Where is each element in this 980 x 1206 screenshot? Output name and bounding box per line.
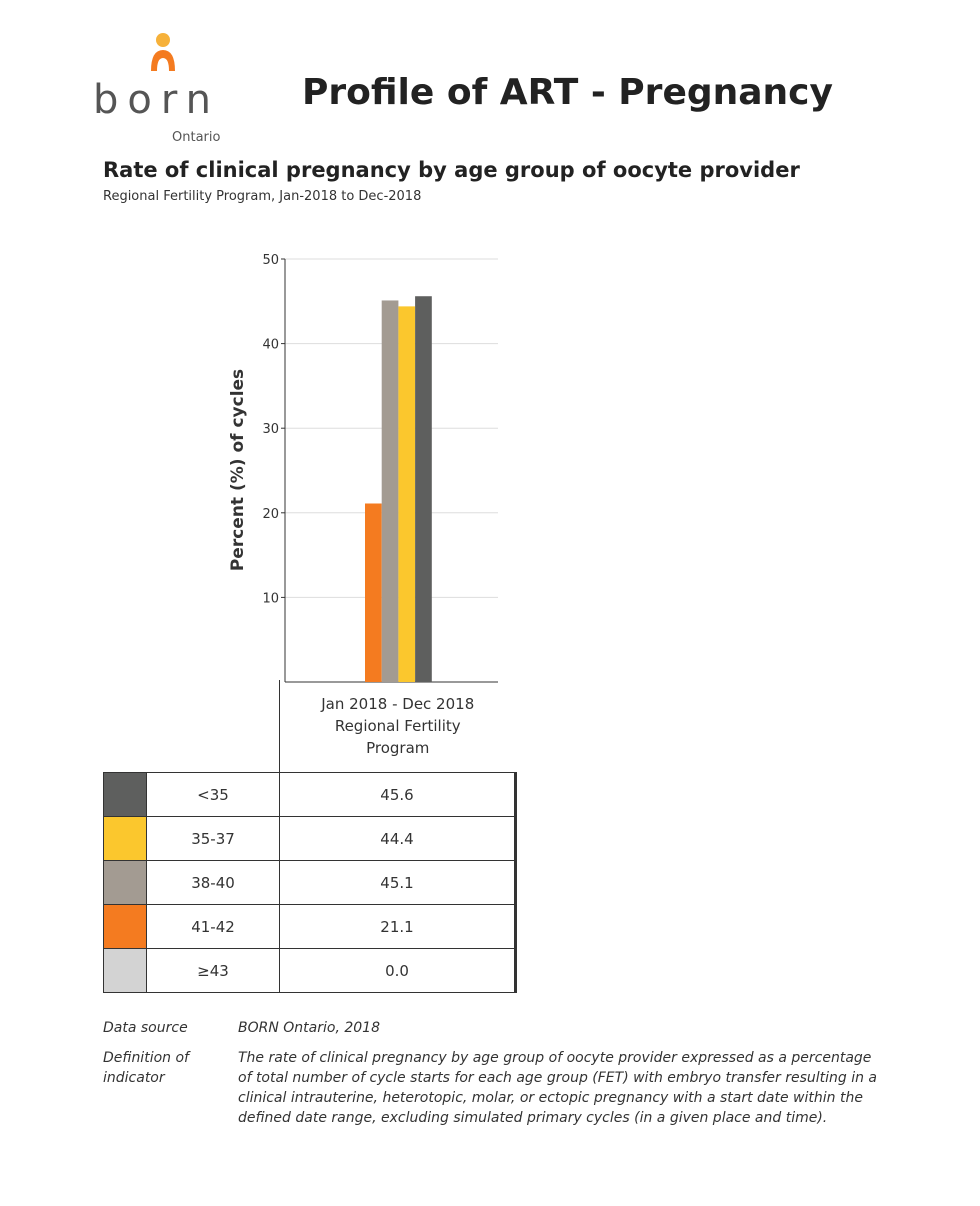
bar-38-40 xyxy=(381,300,399,682)
table-row: 41-42 21.1 xyxy=(103,904,517,949)
table-row: 35-37 44.4 xyxy=(103,816,517,861)
age-group-label: ≥43 xyxy=(146,948,280,993)
category-header: Jan 2018 - Dec 2018 Regional Fertility P… xyxy=(279,680,516,773)
logo-text: born xyxy=(93,77,220,123)
age-group-label: 35-37 xyxy=(146,816,280,861)
y-tick-label: 10 xyxy=(262,591,279,606)
chart-title: Rate of clinical pregnancy by age group … xyxy=(103,158,800,182)
bar-41-42 xyxy=(365,503,382,682)
table-row: 38-40 45.1 xyxy=(103,860,517,905)
rate-value: 21.1 xyxy=(279,904,517,949)
age-group-label: 38-40 xyxy=(146,860,280,905)
legend-swatch xyxy=(103,860,147,905)
y-tick-label: 20 xyxy=(262,507,279,522)
source-value: BORN Ontario, 2018 xyxy=(238,1020,380,1036)
age-group-label: <35 xyxy=(146,772,280,817)
logo-person-icon xyxy=(151,33,175,71)
legend-swatch xyxy=(103,948,147,993)
category-line: Jan 2018 - Dec 2018 xyxy=(321,695,475,713)
rate-value: 45.6 xyxy=(279,772,517,817)
y-tick-label: 30 xyxy=(262,422,279,437)
y-axis-label: Percent (%) of cycles xyxy=(228,369,248,571)
rate-value: 0.0 xyxy=(279,948,517,993)
definition-text: The rate of clinical pregnancy by age gr… xyxy=(238,1050,878,1126)
rate-value: 45.1 xyxy=(279,860,517,905)
source-label: Data source xyxy=(103,1020,188,1036)
y-tick-label: 40 xyxy=(262,338,279,353)
category-line: Program xyxy=(366,739,430,757)
legend-swatch xyxy=(103,816,147,861)
logo-subtext: Ontario xyxy=(172,130,221,145)
legend-swatch xyxy=(103,772,147,817)
bar-<35 xyxy=(415,296,432,682)
page-title: Profile of ART - Pregnancy xyxy=(302,72,833,113)
bar-35-37 xyxy=(398,306,416,682)
definition-label: Definition of indicator xyxy=(103,1050,189,1086)
category-line: Regional Fertility xyxy=(334,717,461,735)
chart-subtitle: Regional Fertility Program, Jan-2018 to … xyxy=(103,189,422,204)
rate-value: 44.4 xyxy=(279,816,517,861)
age-group-label: 41-42 xyxy=(146,904,280,949)
y-tick-label: 50 xyxy=(262,253,279,268)
table-row: ≥43 0.0 xyxy=(103,948,517,993)
table-row: <35 45.6 xyxy=(103,772,517,817)
data-table: Jan 2018 - Dec 2018 Regional Fertility P… xyxy=(103,680,517,993)
legend-swatch xyxy=(103,904,147,949)
